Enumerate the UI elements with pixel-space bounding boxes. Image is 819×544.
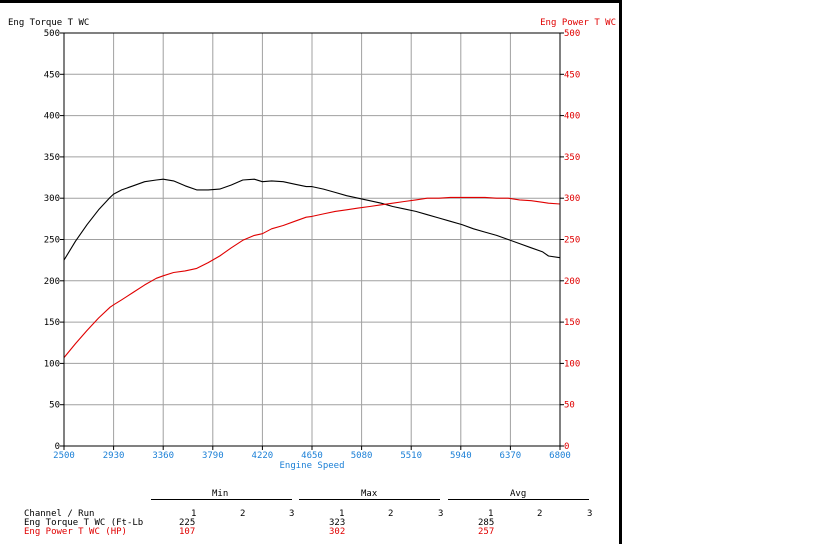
x-tick-label: 5940 bbox=[450, 451, 472, 461]
y-right-tick-label: 0 bbox=[564, 442, 569, 452]
x-tick-label: 6800 bbox=[549, 451, 571, 461]
y-tick-label: 150 bbox=[44, 318, 60, 328]
x-tick-label: 3790 bbox=[202, 451, 224, 461]
x-tick-label: 2500 bbox=[53, 451, 75, 461]
y-right-tick-label: 300 bbox=[564, 194, 580, 204]
power-row-label: Eng Power T WC (HP) bbox=[24, 527, 127, 537]
x-tick-label: 2930 bbox=[103, 451, 125, 461]
window-top-border bbox=[0, 0, 621, 3]
left-axis-title: Eng Torque T WC bbox=[8, 18, 89, 28]
torque-min-value: 225 bbox=[179, 518, 196, 528]
stats-table: Min Max Avg Channel / Run 1 2 3 1 2 3 1 … bbox=[0, 486, 620, 544]
power-series-line bbox=[63, 196, 561, 358]
y-tick-label: 350 bbox=[44, 153, 60, 163]
torque-max-value: 323 bbox=[329, 518, 346, 528]
stats-header-min: Min bbox=[212, 489, 229, 499]
tick-layer: 0 0 50 50 100 100 150 150 200 200 250 250 300 300 350 3… bbox=[44, 29, 581, 461]
y-tick-label: 100 bbox=[44, 359, 60, 369]
stats-rule-max bbox=[299, 499, 440, 500]
y-right-tick-label: 400 bbox=[564, 112, 580, 122]
y-right-tick-label: 450 bbox=[564, 70, 580, 80]
x-tick-label: 6370 bbox=[500, 451, 522, 461]
y-right-tick-label: 150 bbox=[564, 318, 580, 328]
stats-header-max: Max bbox=[361, 489, 378, 499]
y-tick-label: 400 bbox=[44, 112, 60, 122]
power-min-value: 107 bbox=[179, 527, 196, 537]
run-number: 1 bbox=[488, 509, 494, 519]
x-tick-label: 3360 bbox=[152, 451, 174, 461]
y-tick-label: 0 bbox=[55, 442, 60, 452]
power-avg-value: 257 bbox=[478, 527, 495, 537]
plot-border bbox=[63, 32, 561, 447]
run-number: 2 bbox=[388, 509, 394, 519]
torque-avg-value: 285 bbox=[478, 518, 495, 528]
run-number: 1 bbox=[191, 509, 197, 519]
y-right-tick-label: 250 bbox=[564, 236, 580, 246]
run-number: 2 bbox=[537, 509, 543, 519]
channel-run-label: Channel / Run bbox=[24, 509, 95, 519]
window-right-border bbox=[619, 0, 622, 544]
run-number: 1 bbox=[339, 509, 345, 519]
stats-header-avg: Avg bbox=[510, 489, 527, 499]
stats-rule-avg bbox=[448, 499, 589, 500]
run-number: 3 bbox=[289, 509, 295, 519]
torque-row-label: Eng Torque T WC (Ft-Lb bbox=[24, 518, 144, 528]
y-tick-label: 500 bbox=[44, 29, 60, 39]
torque-series-line bbox=[63, 178, 561, 261]
grid-layer bbox=[60, 32, 564, 450]
run-number: 3 bbox=[587, 509, 593, 519]
run-number: 3 bbox=[438, 509, 444, 519]
run-number: 2 bbox=[240, 509, 246, 519]
right-axis-title: Eng Power T WC bbox=[540, 18, 616, 28]
y-right-tick-label: 50 bbox=[564, 401, 575, 411]
x-tick-label: 4650 bbox=[301, 451, 323, 461]
y-tick-label: 50 bbox=[49, 401, 60, 411]
series-layer bbox=[63, 178, 561, 358]
x-tick-label: 4220 bbox=[252, 451, 274, 461]
y-tick-label: 300 bbox=[44, 194, 60, 204]
stats-rule-min bbox=[151, 499, 292, 500]
y-tick-label: 250 bbox=[44, 236, 60, 246]
y-right-tick-label: 350 bbox=[564, 153, 580, 163]
x-tick-label: 5510 bbox=[400, 451, 422, 461]
y-right-tick-label: 100 bbox=[564, 359, 580, 369]
y-tick-label: 450 bbox=[44, 70, 60, 80]
y-right-tick-label: 200 bbox=[564, 277, 580, 287]
y-tick-label: 200 bbox=[44, 277, 60, 287]
x-axis-title: Engine Speed bbox=[279, 461, 344, 471]
x-tick-label: 5080 bbox=[351, 451, 373, 461]
y-right-tick-label: 500 bbox=[564, 29, 580, 39]
power-max-value: 302 bbox=[329, 527, 346, 537]
